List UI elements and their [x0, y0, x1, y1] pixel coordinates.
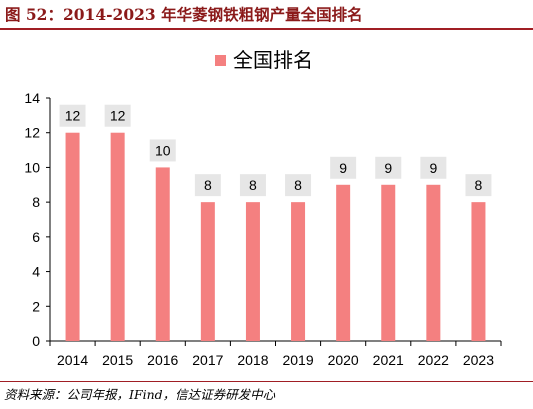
- bar: [291, 202, 306, 341]
- data-label-box: [330, 156, 357, 179]
- y-tick-label: 12: [24, 125, 40, 141]
- y-tick-label: 10: [24, 159, 40, 175]
- x-tick-label: 2022: [418, 352, 449, 368]
- data-label-box: [194, 174, 221, 197]
- x-tick-label: 2014: [57, 352, 88, 368]
- source-rule: [0, 381, 533, 382]
- data-label: 9: [339, 160, 347, 176]
- data-label-box: [239, 174, 266, 197]
- data-label-box: [104, 104, 131, 127]
- x-tick-label: 2023: [463, 352, 494, 368]
- bars: [65, 132, 486, 341]
- x-tick-label: 2017: [192, 352, 223, 368]
- y-tick-label: 6: [32, 229, 40, 245]
- bar: [155, 167, 170, 341]
- data-label: 8: [475, 177, 483, 193]
- figure-title: 图 52：2014-2023 年华菱钢铁粗钢产量全国排名: [5, 5, 363, 24]
- bar: [200, 202, 215, 341]
- data-label-box: [420, 156, 447, 179]
- data-label-box: [375, 156, 402, 179]
- title-rule: [0, 28, 533, 30]
- x-tick-label: 2015: [102, 352, 133, 368]
- x-axis-ticks: 2014 2015 2016 2017 2018 2019 2020 2021 2022 2023: [49, 341, 502, 368]
- data-label: 10: [155, 142, 171, 158]
- data-label: 8: [294, 177, 302, 193]
- data-label-box: [59, 104, 86, 127]
- data-label: 12: [110, 108, 126, 124]
- bar: [381, 184, 396, 341]
- bar: [110, 132, 125, 341]
- bar: [336, 184, 351, 341]
- x-tick-label: 2018: [237, 352, 268, 368]
- data-label: 9: [429, 160, 437, 176]
- bar: [65, 132, 80, 341]
- x-tick-label: 2019: [282, 352, 313, 368]
- y-tick-label: 4: [32, 264, 40, 280]
- bar: [471, 202, 486, 341]
- bar: [426, 184, 441, 341]
- data-label: 12: [65, 108, 81, 124]
- data-labels: 12 12 10 8 8 8 9 9 9 8: [59, 104, 492, 197]
- x-tick-label: 2020: [328, 352, 359, 368]
- data-label: 8: [249, 177, 257, 193]
- y-tick-label: 14: [24, 90, 40, 106]
- data-label-box: [149, 139, 176, 162]
- legend-swatch: [215, 55, 226, 66]
- data-label-box: [285, 174, 312, 197]
- data-label: 8: [204, 177, 212, 193]
- legend: 全国排名: [215, 48, 313, 72]
- data-label-box: [465, 174, 492, 197]
- y-tick-label: 2: [32, 298, 40, 314]
- x-tick-label: 2021: [373, 352, 404, 368]
- y-axis-ticks: 0 2 4 6 8 10 12 14: [24, 90, 50, 349]
- legend-label: 全国排名: [233, 48, 313, 72]
- source-note: 资料来源：公司年报，IFind，信达证券研发中心: [4, 387, 276, 402]
- x-tick-label: 2016: [147, 352, 178, 368]
- bar: [245, 202, 260, 341]
- data-label: 9: [384, 160, 392, 176]
- y-tick-label: 0: [32, 333, 40, 349]
- y-tick-label: 8: [32, 194, 40, 210]
